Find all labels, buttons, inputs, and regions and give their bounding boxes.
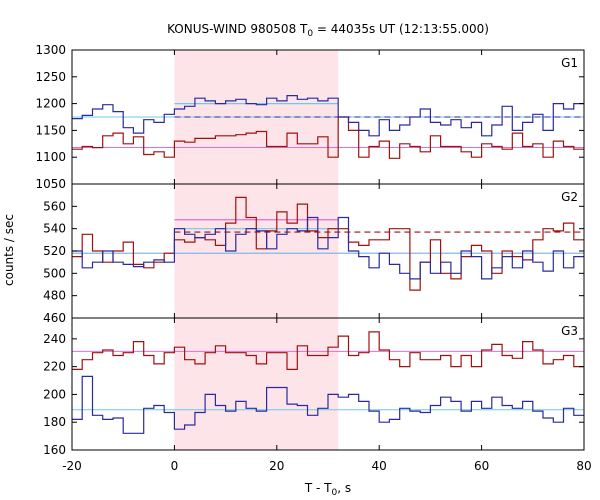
blue-series-line xyxy=(72,375,584,434)
highlight-interval-shade xyxy=(174,50,339,450)
y-tick-label: 1100 xyxy=(35,150,66,164)
chart-title: KONUS-WIND 980508 T0 = 44035s UT (12:13:… xyxy=(167,22,489,39)
panel-label: G3 xyxy=(561,324,578,338)
panels-layer xyxy=(72,95,584,434)
y-tick-label: 540 xyxy=(43,222,66,236)
x-tick-label: -20 xyxy=(62,459,82,473)
background-shading-layer xyxy=(174,50,339,450)
y-tick-label: 1200 xyxy=(35,97,66,111)
frames-layer: 1050 1100 1150 1200 1250 1300 G1 460 480 500 520 54… xyxy=(35,43,591,473)
y-tick-label: 500 xyxy=(43,266,66,280)
y-tick-label: 200 xyxy=(43,387,66,401)
chart-title-subscript: 0 xyxy=(307,29,313,39)
y-axis-label: counts / sec xyxy=(2,214,16,286)
x-tick-label: 60 xyxy=(474,459,489,473)
red-series-line xyxy=(72,116,584,159)
y-tick-label: 240 xyxy=(43,332,66,346)
blue-series-line xyxy=(72,216,584,280)
y-tick-label: 160 xyxy=(43,443,66,457)
red-series-line xyxy=(72,331,584,370)
y-tick-label: 1250 xyxy=(35,70,66,84)
chart-title-rest: = 44035s UT (12:13:55.000) xyxy=(313,22,489,36)
y-tick-label: 560 xyxy=(43,199,66,213)
x-tick-label: 80 xyxy=(576,459,591,473)
panel-label: G2 xyxy=(561,190,578,204)
y-tick-label: 220 xyxy=(43,360,66,374)
y-tick-label: 1150 xyxy=(35,123,66,137)
x-axis-label-rest: , s xyxy=(337,481,351,495)
y-tick-label: 460 xyxy=(43,311,66,325)
y-tick-label: 520 xyxy=(43,244,66,258)
y-tick-label: 1300 xyxy=(35,43,66,57)
panel-frame-g3 xyxy=(71,317,585,451)
y-tick-label: 1050 xyxy=(35,177,66,191)
panel-g2 xyxy=(72,196,584,291)
x-tick-label: 0 xyxy=(171,459,179,473)
chart-title-main: KONUS-WIND 980508 T xyxy=(167,22,308,36)
panel-g1 xyxy=(72,95,584,159)
x-tick-label: 20 xyxy=(269,459,284,473)
panel-label: G1 xyxy=(561,56,578,70)
x-tick-label: 40 xyxy=(372,459,387,473)
y-tick-label: 480 xyxy=(43,289,66,303)
x-axis-label-main: T - T xyxy=(304,481,332,495)
x-axis-label-subscript: 0 xyxy=(332,488,338,498)
panel-g3 xyxy=(72,331,584,434)
x-axis-label: T - T0, s xyxy=(304,481,351,498)
blue-series-line xyxy=(72,95,584,137)
y-tick-label: 180 xyxy=(43,415,66,429)
